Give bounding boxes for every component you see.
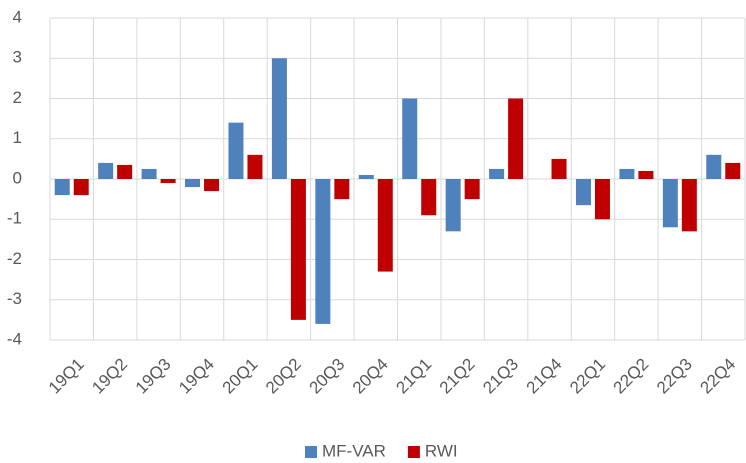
bar (619, 168, 635, 179)
bar (247, 154, 263, 179)
y-tick-label: 3 (13, 48, 22, 67)
x-tick-label: 19Q4 (175, 355, 218, 398)
x-tick-label: 20Q4 (349, 355, 392, 398)
y-tick-label: 0 (13, 168, 22, 187)
bar (73, 179, 89, 196)
bar (358, 174, 374, 179)
y-tick-label: -1 (7, 209, 22, 228)
y-tick-label: 4 (13, 7, 22, 26)
y-tick-label: 2 (13, 88, 22, 107)
legend-swatch (305, 446, 317, 458)
bar (662, 179, 678, 228)
bar (445, 179, 461, 232)
bar (228, 122, 244, 179)
bar (575, 179, 591, 206)
bar (706, 154, 722, 179)
bar (681, 179, 697, 232)
bar (185, 179, 201, 188)
x-tick-label: 22Q1 (566, 355, 609, 398)
bar (315, 179, 331, 324)
x-tick-label: 21Q3 (479, 355, 522, 398)
bar (464, 179, 480, 200)
y-tick-label: -4 (7, 329, 22, 348)
x-tick-label: 21Q4 (523, 355, 566, 398)
x-tick-label: 19Q1 (45, 355, 88, 398)
bar (98, 162, 114, 179)
bar (204, 179, 220, 192)
bar (725, 162, 741, 179)
x-tick-label: 22Q4 (696, 355, 739, 398)
x-tick-label: 19Q3 (132, 355, 175, 398)
bar (508, 98, 524, 179)
x-tick-label: 19Q2 (88, 355, 131, 398)
bar (377, 179, 393, 272)
x-tick-label: 22Q2 (610, 355, 653, 398)
bar (54, 179, 70, 196)
legend-label: MF-VAR (322, 441, 386, 460)
bar (160, 179, 176, 184)
bar (141, 168, 157, 179)
y-tick-label: -2 (7, 249, 22, 268)
x-tick-label: 22Q3 (653, 355, 696, 398)
x-tick-label: 21Q1 (392, 355, 435, 398)
bar (271, 58, 287, 179)
bar (402, 98, 418, 179)
bar (334, 179, 350, 200)
bar (551, 158, 567, 179)
bar (421, 179, 437, 216)
x-tick-label: 20Q1 (219, 355, 262, 398)
x-tick-label: 20Q3 (305, 355, 348, 398)
bar (290, 179, 306, 320)
legend-swatch (407, 446, 420, 458)
bar (489, 168, 505, 179)
x-tick-label: 20Q2 (262, 355, 305, 398)
bar (594, 179, 610, 220)
y-tick-label: 1 (13, 128, 22, 147)
bar (638, 170, 654, 179)
y-tick-label: -3 (7, 289, 22, 308)
x-tick-label: 21Q2 (436, 355, 479, 398)
bar (117, 164, 133, 179)
legend-label: RWI (425, 441, 458, 460)
